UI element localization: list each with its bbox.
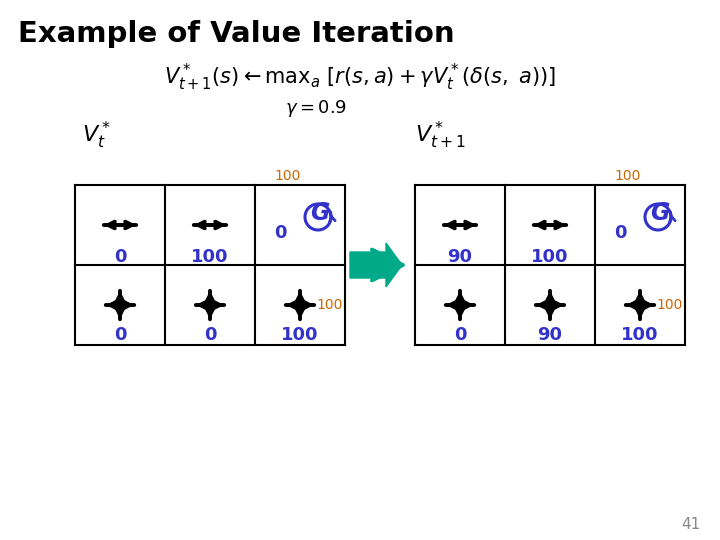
FancyArrow shape [350,243,402,287]
Text: G: G [650,201,670,225]
Text: 0: 0 [613,224,626,242]
Text: 0: 0 [454,326,467,344]
Text: 90: 90 [448,248,472,266]
Text: $\gamma = 0.9$: $\gamma = 0.9$ [285,98,347,119]
Text: $V^*_t$: $V^*_t$ [82,120,111,151]
Text: 100: 100 [657,298,683,312]
Text: 0: 0 [114,326,126,344]
Text: 100: 100 [317,298,343,312]
Text: 0: 0 [114,248,126,266]
Text: G: G [310,201,330,225]
Text: 100: 100 [615,169,642,183]
Text: $V^*_{t+1}(s) \leftarrow \mathrm{max}_a\ [r(s,a) + \gamma V^*_t(\delta(s,\ a))]$: $V^*_{t+1}(s) \leftarrow \mathrm{max}_a\… [164,62,556,93]
Text: 0: 0 [274,224,287,242]
Text: 100: 100 [282,326,319,344]
Text: 100: 100 [275,169,301,183]
Text: 100: 100 [192,248,229,266]
Text: 100: 100 [531,248,569,266]
Text: 100: 100 [621,326,659,344]
Text: $V^*_{t+1}$: $V^*_{t+1}$ [415,120,466,151]
Text: 90: 90 [538,326,562,344]
Text: 41: 41 [680,517,700,532]
Text: Example of Value Iteration: Example of Value Iteration [18,20,454,48]
Text: 0: 0 [204,326,216,344]
